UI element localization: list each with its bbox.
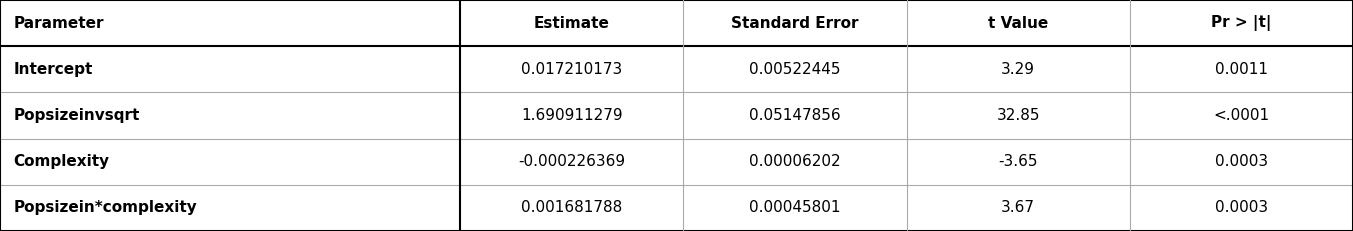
Text: 0.00006202: 0.00006202 bbox=[750, 154, 840, 169]
Text: 0.05147856: 0.05147856 bbox=[750, 108, 840, 123]
Text: 0.0003: 0.0003 bbox=[1215, 154, 1268, 169]
Text: 1.690911279: 1.690911279 bbox=[521, 108, 622, 123]
Text: Standard Error: Standard Error bbox=[731, 16, 859, 30]
Text: Popsizein*complexity: Popsizein*complexity bbox=[14, 201, 198, 215]
Text: 0.00045801: 0.00045801 bbox=[750, 201, 840, 215]
Text: -3.65: -3.65 bbox=[999, 154, 1038, 169]
Text: 3.29: 3.29 bbox=[1001, 62, 1035, 77]
Text: Intercept: Intercept bbox=[14, 62, 93, 77]
Text: 0.00522445: 0.00522445 bbox=[750, 62, 840, 77]
Text: 32.85: 32.85 bbox=[996, 108, 1040, 123]
Text: Pr > |t|: Pr > |t| bbox=[1211, 15, 1272, 31]
Text: Complexity: Complexity bbox=[14, 154, 110, 169]
Text: 3.67: 3.67 bbox=[1001, 201, 1035, 215]
Text: 0.0011: 0.0011 bbox=[1215, 62, 1268, 77]
Text: 0.0003: 0.0003 bbox=[1215, 201, 1268, 215]
Text: -0.000226369: -0.000226369 bbox=[518, 154, 625, 169]
Text: 0.017210173: 0.017210173 bbox=[521, 62, 622, 77]
Text: Estimate: Estimate bbox=[533, 16, 610, 30]
Text: t Value: t Value bbox=[988, 16, 1049, 30]
Text: 0.001681788: 0.001681788 bbox=[521, 201, 622, 215]
Text: Parameter: Parameter bbox=[14, 16, 104, 30]
Text: <.0001: <.0001 bbox=[1214, 108, 1269, 123]
Text: Popsizeinvsqrt: Popsizeinvsqrt bbox=[14, 108, 139, 123]
